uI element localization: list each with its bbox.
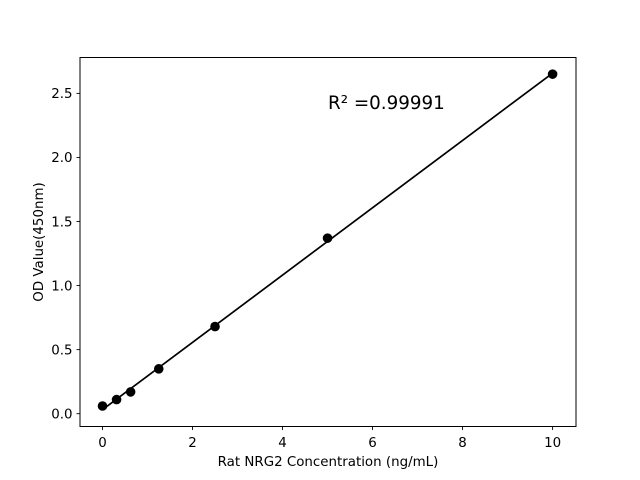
- y-tick-label: 1.5: [51, 215, 72, 230]
- y-tick-label: 0.5: [51, 343, 72, 358]
- y-tick-label: 1.0: [51, 279, 72, 294]
- r-squared-annotation: R² =0.99991: [328, 93, 445, 114]
- x-tick-label: 0: [98, 436, 107, 451]
- data-point: [97, 401, 108, 411]
- data-point: [111, 394, 122, 405]
- axes-spines: [79, 57, 577, 427]
- x-tick-label: 2: [188, 436, 197, 451]
- y-tick-label: 2.0: [51, 151, 72, 166]
- data-point: [210, 321, 220, 332]
- y-axis-label: OD Value(450nm): [32, 182, 47, 301]
- x-tick-label: 8: [458, 436, 467, 451]
- x-tick-label: 10: [544, 436, 561, 451]
- data-point: [125, 387, 136, 397]
- y-tick-label: 0.0: [51, 407, 72, 422]
- plot-area: 0 2 4 6 8 10 0.0 0.5 1.0 1.5 2.0 2.5: [51, 57, 577, 451]
- data-point: [322, 233, 333, 243]
- x-tick-label: 4: [278, 436, 287, 451]
- data-point: [153, 364, 164, 374]
- y-tick-label: 2.5: [51, 87, 72, 102]
- x-axis-label: Rat NRG2 Concentration (ng/mL): [218, 455, 439, 470]
- x-tick-label: 6: [368, 436, 377, 451]
- data-point: [547, 69, 558, 79]
